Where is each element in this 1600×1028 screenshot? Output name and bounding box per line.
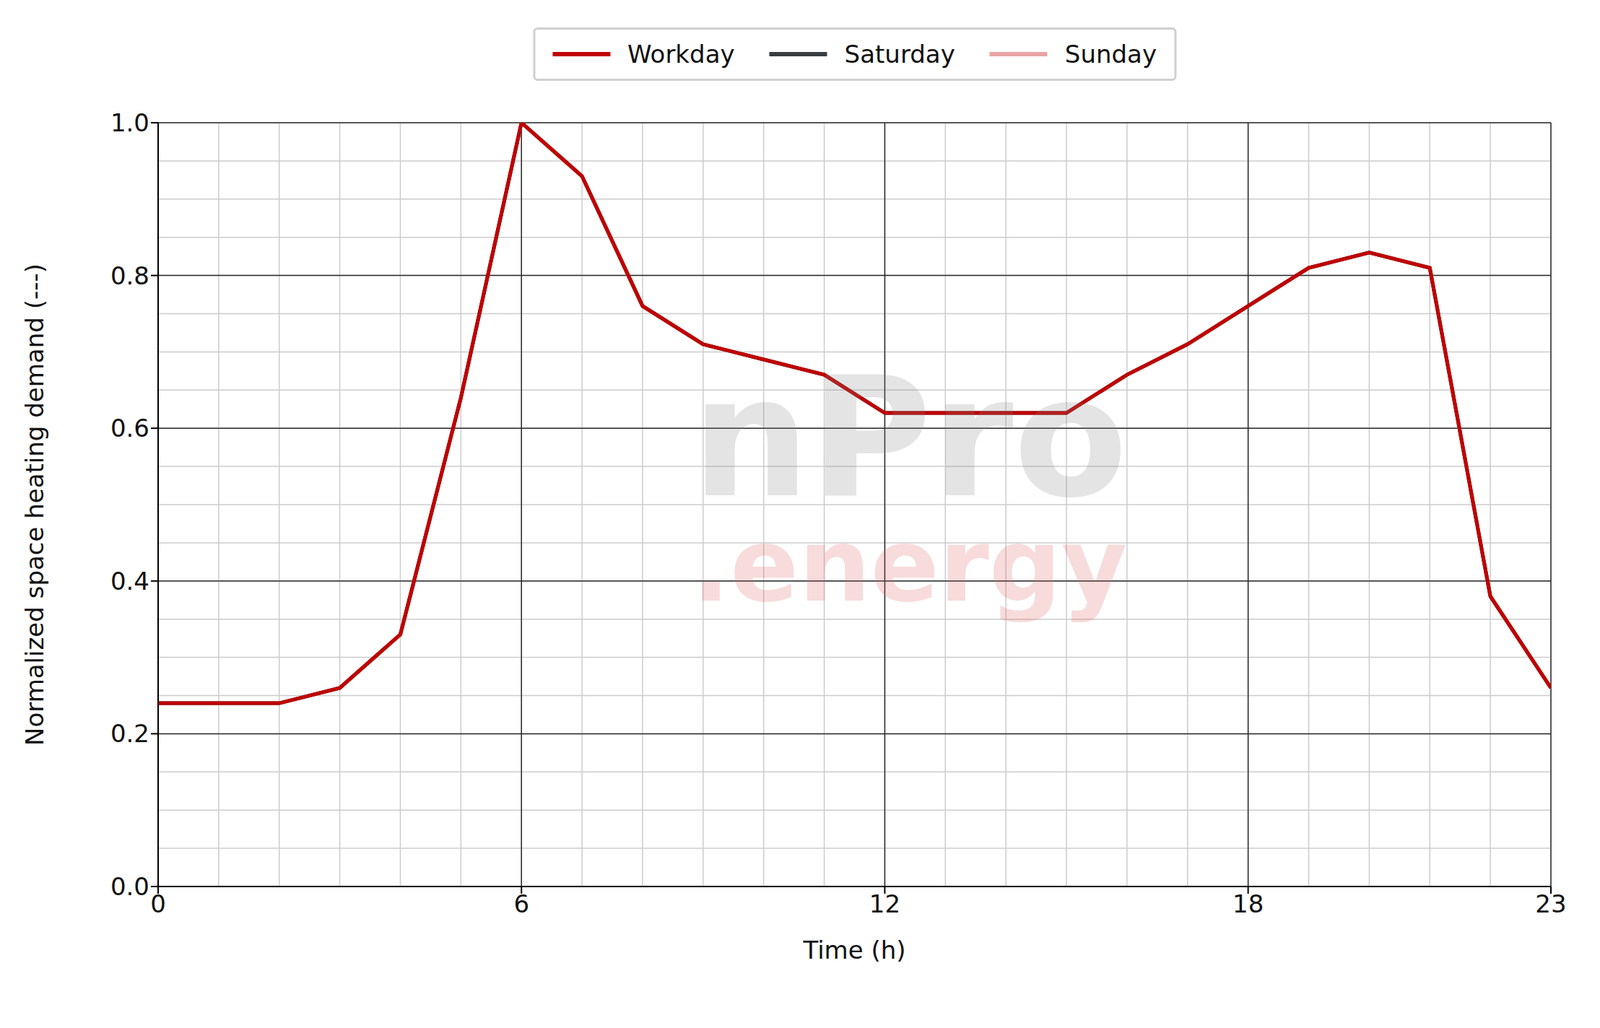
svg-text:18: 18 bbox=[1232, 889, 1264, 919]
svg-text:6: 6 bbox=[513, 889, 530, 919]
svg-text:12: 12 bbox=[869, 889, 901, 919]
html-text:Sunday: Sunday bbox=[1064, 39, 1157, 69]
svg-text:0.2: 0.2 bbox=[110, 719, 150, 749]
svg-text:0.8: 0.8 bbox=[110, 261, 150, 291]
svg-text:0.6: 0.6 bbox=[110, 413, 150, 443]
svg-text:Time (h): Time (h) bbox=[802, 935, 906, 965]
svg-text:23: 23 bbox=[1535, 889, 1567, 919]
html-text:.energy: .energy bbox=[691, 506, 1128, 625]
svg-text:Normalized space heating deman: Normalized space heating demand (---) bbox=[20, 263, 50, 746]
html-text:Workday: Workday bbox=[627, 39, 735, 69]
svg-text:1.0: 1.0 bbox=[110, 108, 150, 138]
svg-text:0.4: 0.4 bbox=[110, 566, 150, 596]
svg-text:0.0: 0.0 bbox=[110, 872, 150, 902]
html-text:nPro: nPro bbox=[691, 341, 1128, 535]
html-text:Saturday: Saturday bbox=[844, 39, 956, 69]
svg-text:0: 0 bbox=[150, 889, 167, 919]
